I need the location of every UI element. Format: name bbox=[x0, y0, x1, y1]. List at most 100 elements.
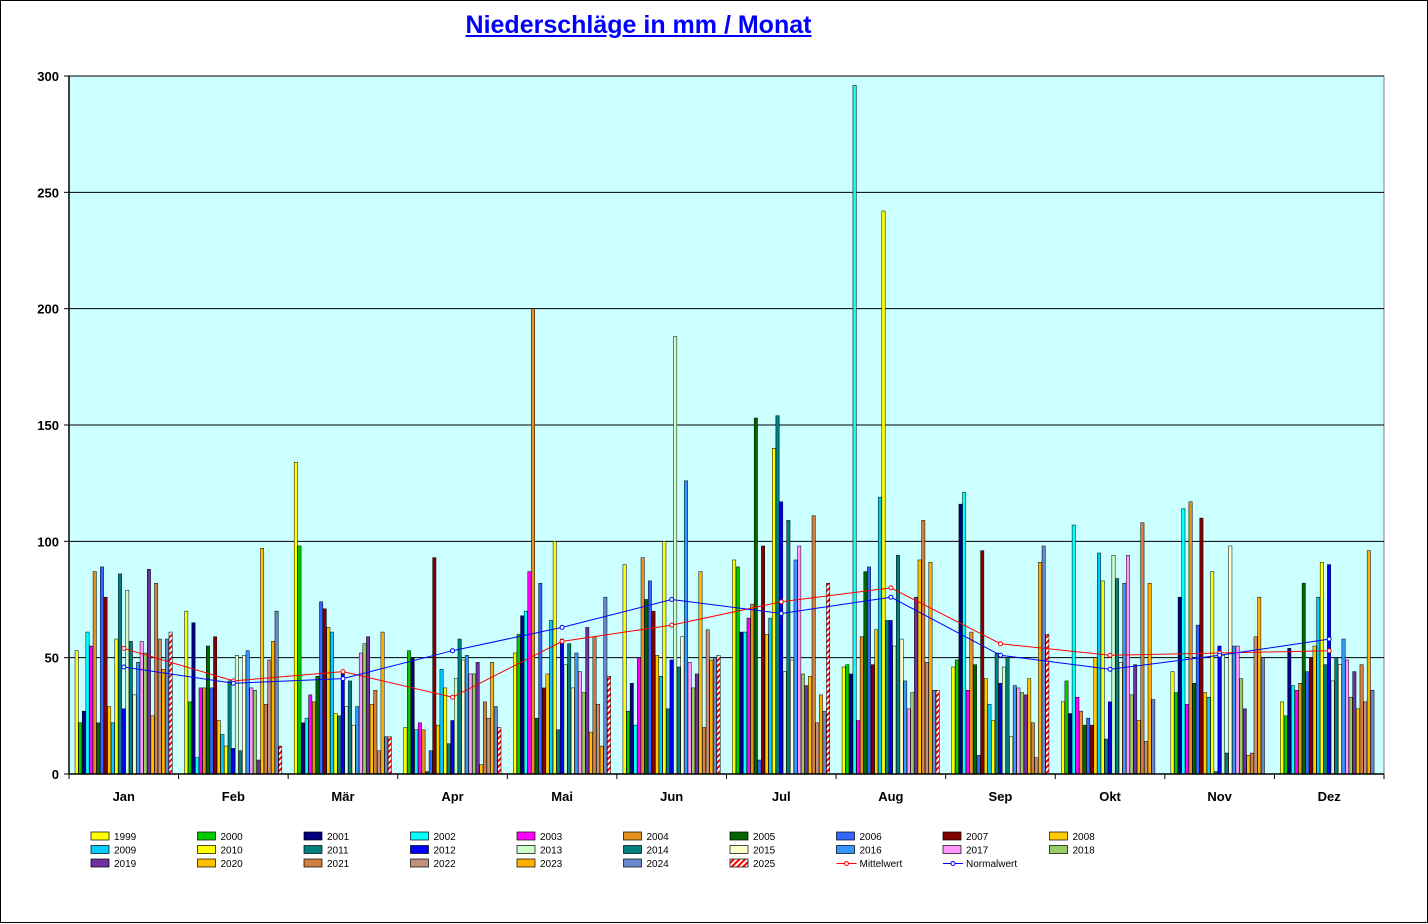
bar bbox=[1030, 722, 1035, 775]
bar bbox=[439, 669, 444, 775]
bar bbox=[249, 687, 254, 775]
bar bbox=[680, 636, 685, 775]
bar bbox=[220, 734, 225, 775]
bar bbox=[242, 655, 246, 775]
bar bbox=[380, 631, 385, 775]
legend-label: 2012 bbox=[434, 846, 457, 857]
bar bbox=[962, 492, 967, 775]
bar bbox=[348, 680, 352, 775]
bar bbox=[304, 717, 309, 775]
bar bbox=[436, 724, 440, 775]
bar bbox=[1305, 671, 1310, 775]
bar bbox=[1327, 564, 1331, 775]
bar bbox=[443, 687, 448, 775]
bar bbox=[513, 652, 517, 775]
legend-label: 2009 bbox=[114, 846, 137, 857]
bar bbox=[1298, 683, 1303, 775]
bar bbox=[1038, 562, 1042, 775]
bar bbox=[713, 657, 717, 775]
bar bbox=[377, 750, 381, 775]
bar bbox=[100, 566, 104, 775]
bar bbox=[1287, 648, 1292, 775]
bar bbox=[89, 645, 94, 775]
bar bbox=[92, 571, 97, 775]
bar bbox=[885, 620, 890, 775]
x-tick-label: Jul bbox=[772, 789, 791, 804]
series-line bbox=[123, 596, 1330, 684]
bar bbox=[585, 627, 590, 775]
bar bbox=[746, 617, 751, 775]
bar bbox=[358, 652, 363, 775]
legend-swatch bbox=[303, 858, 323, 868]
bar bbox=[125, 589, 130, 775]
bar bbox=[245, 650, 250, 775]
bar bbox=[472, 673, 476, 775]
legend-swatch bbox=[197, 858, 216, 868]
legend-label: 2003 bbox=[540, 832, 563, 843]
x-tick-label: Jan bbox=[113, 789, 135, 804]
bar bbox=[483, 701, 487, 775]
bar bbox=[790, 659, 794, 775]
bar bbox=[384, 736, 389, 775]
bar bbox=[622, 564, 627, 775]
bar bbox=[750, 603, 755, 775]
line-marker bbox=[121, 645, 127, 651]
bar bbox=[998, 683, 1003, 775]
bar bbox=[928, 562, 933, 775]
bar bbox=[859, 636, 864, 775]
bar bbox=[552, 541, 557, 775]
bar bbox=[253, 689, 257, 775]
line-marker bbox=[1326, 648, 1332, 654]
bar bbox=[1192, 683, 1197, 775]
bar bbox=[570, 687, 575, 775]
line-marker bbox=[1217, 652, 1223, 658]
bar bbox=[735, 566, 740, 775]
y-tick-label: 100 bbox=[37, 534, 59, 549]
bar bbox=[1363, 701, 1368, 775]
y-tick-label: 50 bbox=[45, 651, 59, 666]
bar bbox=[410, 657, 415, 775]
bar bbox=[1257, 596, 1262, 775]
bar bbox=[1246, 755, 1251, 775]
legend-label: 2006 bbox=[860, 832, 883, 843]
bar bbox=[139, 641, 144, 775]
bar bbox=[195, 757, 199, 775]
bar bbox=[1005, 657, 1010, 775]
legend-label: 2015 bbox=[753, 846, 776, 857]
bar bbox=[227, 680, 232, 775]
bar bbox=[845, 664, 850, 775]
legend-label: 2021 bbox=[327, 859, 350, 870]
bar bbox=[330, 631, 334, 775]
y-tick-label: 200 bbox=[37, 302, 59, 317]
legend-marker bbox=[950, 861, 956, 866]
bar bbox=[549, 620, 554, 775]
bar bbox=[150, 715, 155, 775]
bar bbox=[1330, 680, 1335, 775]
bar bbox=[797, 545, 802, 775]
bar bbox=[896, 555, 900, 775]
legend-swatch bbox=[516, 845, 536, 854]
bar bbox=[421, 729, 426, 775]
x-tick-label: Mär bbox=[331, 789, 354, 804]
line-marker bbox=[669, 597, 675, 602]
bar bbox=[852, 85, 857, 775]
bar bbox=[607, 676, 611, 775]
line-marker bbox=[1326, 636, 1332, 642]
bar bbox=[658, 676, 663, 775]
bar bbox=[461, 659, 466, 775]
bar bbox=[274, 610, 279, 775]
bar bbox=[403, 727, 408, 775]
bar bbox=[691, 687, 696, 775]
line-marker bbox=[450, 694, 455, 700]
bar bbox=[633, 724, 638, 775]
bar bbox=[1009, 736, 1014, 775]
x-tick-label: Mai bbox=[551, 789, 573, 804]
bar bbox=[1041, 545, 1046, 775]
line-marker bbox=[121, 664, 127, 670]
bar bbox=[168, 631, 173, 775]
bar bbox=[899, 638, 904, 775]
bar bbox=[1140, 522, 1145, 775]
bar bbox=[1170, 671, 1175, 775]
legend-label: 2017 bbox=[966, 846, 989, 857]
bar bbox=[542, 687, 546, 775]
